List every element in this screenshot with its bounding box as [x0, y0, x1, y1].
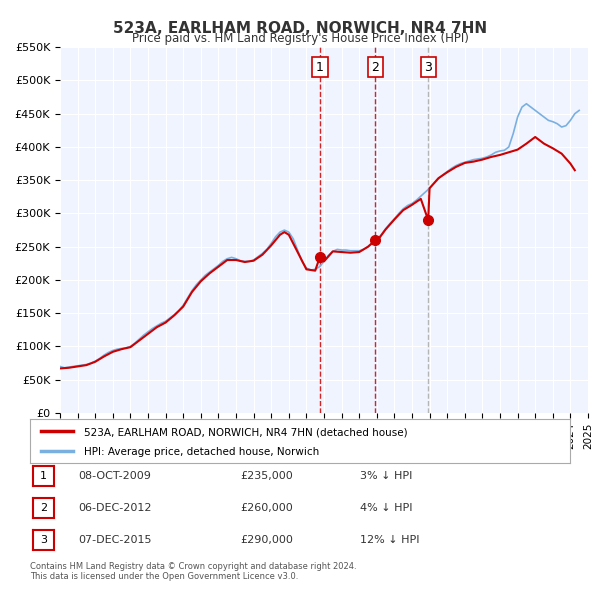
Text: 2: 2	[371, 61, 379, 74]
Text: 1: 1	[316, 61, 324, 74]
Text: Contains HM Land Registry data © Crown copyright and database right 2024.
This d: Contains HM Land Registry data © Crown c…	[30, 562, 356, 581]
Text: 06-DEC-2012: 06-DEC-2012	[78, 503, 151, 513]
Text: £260,000: £260,000	[240, 503, 293, 513]
Text: 12% ↓ HPI: 12% ↓ HPI	[360, 536, 419, 545]
Text: 4% ↓ HPI: 4% ↓ HPI	[360, 503, 413, 513]
Text: 08-OCT-2009: 08-OCT-2009	[78, 471, 151, 480]
Text: 07-DEC-2015: 07-DEC-2015	[78, 536, 151, 545]
Text: Price paid vs. HM Land Registry's House Price Index (HPI): Price paid vs. HM Land Registry's House …	[131, 32, 469, 45]
Text: £235,000: £235,000	[240, 471, 293, 480]
Text: 3: 3	[424, 61, 432, 74]
Text: 3: 3	[40, 536, 47, 545]
Text: 1: 1	[40, 471, 47, 480]
Text: 523A, EARLHAM ROAD, NORWICH, NR4 7HN (detached house): 523A, EARLHAM ROAD, NORWICH, NR4 7HN (de…	[84, 427, 407, 437]
Text: HPI: Average price, detached house, Norwich: HPI: Average price, detached house, Norw…	[84, 447, 319, 457]
Text: 3% ↓ HPI: 3% ↓ HPI	[360, 471, 412, 480]
Text: 2: 2	[40, 503, 47, 513]
Text: £290,000: £290,000	[240, 536, 293, 545]
Text: 523A, EARLHAM ROAD, NORWICH, NR4 7HN: 523A, EARLHAM ROAD, NORWICH, NR4 7HN	[113, 21, 487, 35]
